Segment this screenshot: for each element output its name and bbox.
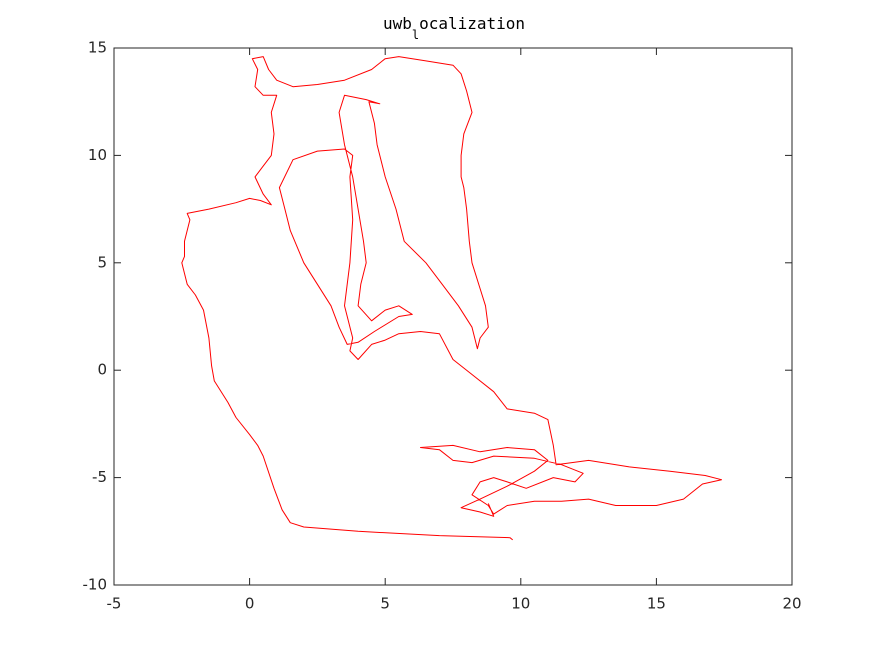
x-tick-label: -5 <box>107 595 122 613</box>
title-part: uwb <box>383 14 412 33</box>
x-tick-label: 20 <box>782 595 801 613</box>
y-tick-label: -5 <box>92 468 107 486</box>
x-tick-label: 10 <box>511 595 530 613</box>
title-part: ocalization <box>419 14 525 33</box>
plot-frame <box>113 47 793 586</box>
trajectory-line <box>181 56 722 541</box>
y-tick-label: 10 <box>88 146 107 164</box>
x-tick-label: 0 <box>245 595 255 613</box>
chart-title: uwblocalization <box>383 14 525 42</box>
y-tick-label: 5 <box>97 253 107 271</box>
title-subscript: l <box>412 28 419 42</box>
x-tick-label: 15 <box>647 595 666 613</box>
y-tick-label: 15 <box>88 39 107 57</box>
y-tick-label: -10 <box>83 576 108 594</box>
x-tick-label: 5 <box>380 595 390 613</box>
y-tick-label: 0 <box>97 361 107 379</box>
